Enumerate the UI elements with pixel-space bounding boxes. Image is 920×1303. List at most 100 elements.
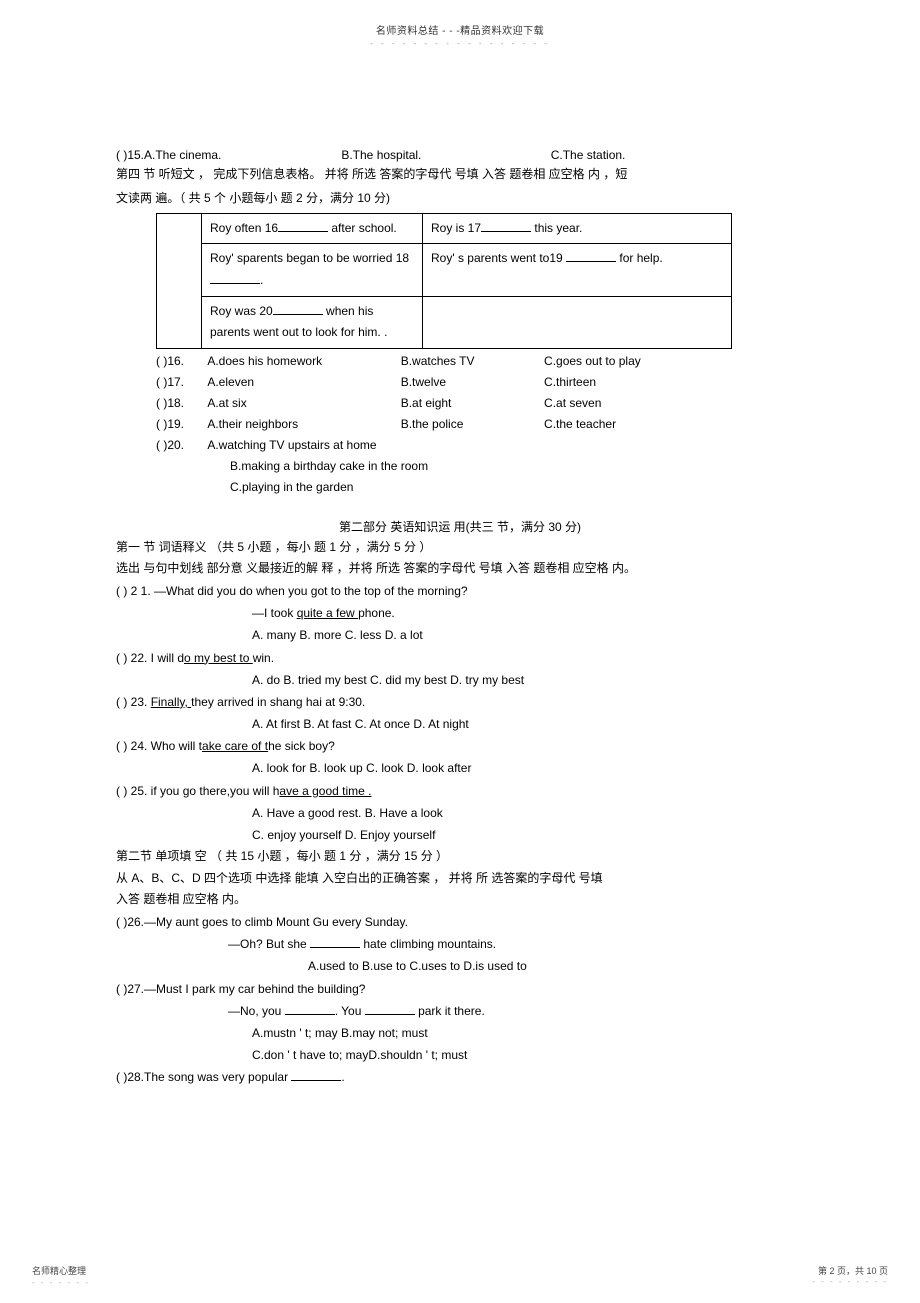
blank-17[interactable]	[481, 220, 531, 232]
text: Roy' sparents began to be worried 18	[210, 251, 409, 265]
table-cell-blank	[157, 213, 202, 348]
q27-opts-b: C.don ' t have to; mayD.shouldn ' t; mus…	[116, 1044, 804, 1066]
blank-19[interactable]	[566, 251, 616, 263]
text: Roy was 20	[210, 304, 273, 318]
footer-left: 名师精心整理	[32, 1266, 86, 1276]
underline: Finally,	[151, 695, 191, 709]
text: park it there.	[415, 1004, 485, 1018]
q18-num: ( )18.	[156, 393, 204, 414]
text: ( ) 22. I will d	[116, 651, 184, 665]
text: ( )28.The song was very popular	[116, 1070, 291, 1084]
text: ( ) 23.	[116, 695, 151, 709]
blank-27a[interactable]	[285, 1003, 335, 1015]
table-row: Roy often 16 after school. Roy is 17 thi…	[157, 213, 732, 244]
q22-line1: ( ) 22. I will do my best to win.	[116, 647, 804, 669]
text: win.	[253, 651, 274, 665]
q19-row: ( )19. A.their neighbors B.the police C.…	[116, 414, 804, 435]
info-table: Roy often 16 after school. Roy is 17 thi…	[156, 213, 732, 349]
text: —I took	[252, 606, 297, 620]
q26-line2: —Oh? But she hate climbing mountains.	[116, 933, 804, 955]
text: Roy is 17	[431, 221, 481, 235]
q23-line1: ( ) 23. Finally, they arrived in shang h…	[116, 691, 804, 713]
blank-27b[interactable]	[365, 1003, 415, 1015]
q18-b: B.at eight	[401, 393, 541, 414]
section2-2-line2: 从 A、B、C、D 四个选项 中选择 能填 入空白出的正确答案 ， 并将 所 选…	[116, 868, 804, 890]
section4-line1: 第四 节 听短文 ， 完成下列信息表格。 并将 所选 答案的字母代 号填 入答 …	[116, 164, 804, 184]
part2-s1-line2: 选出 与句中划线 部分意 义最接近的解 释 ，并将 所选 答案的字母代 号填 入…	[116, 558, 804, 580]
q18-a: A.at six	[207, 393, 397, 414]
text: —No, you	[228, 1004, 285, 1018]
q15-b: B.The hospital.	[341, 148, 547, 162]
q27-opts-a: A.mustn ' t; may B.may not; must	[116, 1022, 804, 1044]
blank-16[interactable]	[278, 220, 328, 232]
header-dots: - - - - - - - - - - - - - - - - -	[116, 39, 804, 48]
page-container: 名师资料总结 - - -精品资料欢迎下载 - - - - - - - - - -…	[0, 0, 920, 1303]
q17-row: ( )17. A.eleven B.twelve C.thirteen	[116, 372, 804, 393]
text: . You	[335, 1004, 365, 1018]
q27-line1: ( )27.—Must I park my car behind the bui…	[116, 978, 804, 1000]
text: hate climbing mountains.	[360, 937, 496, 951]
table-cell-r3c3	[423, 296, 732, 348]
text: they arrived in shang hai at 9:30.	[191, 695, 365, 709]
part2-title: 第二部分 英语知识运 用(共三 节，满分 30 分)	[116, 518, 804, 535]
header-title: 名师资料总结 - - -精品资料欢迎下载	[116, 22, 804, 37]
table-cell-r3c2: Roy was 20 when his parents went out to …	[202, 296, 423, 348]
q21-line2: —I took quite a few phone.	[116, 602, 804, 624]
footer-right-dots: - - - - - - - - -	[812, 1277, 888, 1286]
table-cell-r2c3: Roy' s parents went to19 for help.	[423, 244, 732, 296]
q21-line1: ( ) 2 1. —What did you do when you got t…	[116, 580, 804, 602]
text: .	[260, 273, 263, 287]
text: after school.	[328, 221, 397, 235]
q27-line2: —No, you . You park it there.	[116, 1000, 804, 1022]
underline: o my best to	[184, 651, 253, 665]
part2-s1-line1: 第一 节 词语释义 （共 5 小题 ，每小 题 1 分 ，满分 5 分 ）	[116, 537, 804, 559]
q16-a: A.does his homework	[207, 351, 397, 372]
q19-c: C.the teacher	[544, 414, 694, 435]
q19-a: A.their neighbors	[207, 414, 397, 435]
text: for help.	[616, 251, 663, 265]
q15-a: ( )15.A.The cinema.	[116, 148, 338, 162]
q16-num: ( )16.	[156, 351, 204, 372]
q18-c: C.at seven	[544, 393, 694, 414]
footer: 名师精心整理 第 2 页，共 10 页 - - - - - - - - - - …	[32, 1264, 888, 1287]
q26-opts: A.used to B.use to C.uses to D.is used t…	[116, 955, 804, 977]
text: Roy' s parents went to19	[431, 251, 566, 265]
footer-left-dots: - - - - - - -	[32, 1278, 90, 1287]
underline: quite a few	[297, 606, 358, 620]
q26-line1: ( )26.—My aunt goes to climb Mount Gu ev…	[116, 911, 804, 933]
table-row: Roy' sparents began to be worried 18. Ro…	[157, 244, 732, 296]
q22-opts: A. do B. tried my best C. did my best D.…	[116, 669, 804, 691]
q16-b: B.watches TV	[401, 351, 541, 372]
q20-c: C.playing in the garden	[116, 477, 804, 498]
q24-opts: A. look for B. look up C. look D. look a…	[116, 757, 804, 779]
q17-a: A.eleven	[207, 372, 397, 393]
q23-opts: A. At first B. At fast C. At once D. At …	[116, 713, 804, 735]
text: he sick boy?	[268, 739, 335, 753]
blank-26[interactable]	[310, 936, 360, 948]
q21-opts: A. many B. more C. less D. a lot	[116, 624, 804, 646]
blank-18[interactable]	[210, 272, 260, 284]
q17-c: C.thirteen	[544, 372, 694, 393]
q18-row: ( )18. A.at six B.at eight C.at seven	[116, 393, 804, 414]
q15-row: ( )15.A.The cinema. B.The hospital. C.Th…	[116, 148, 804, 162]
blank-28[interactable]	[291, 1069, 341, 1081]
section2-2-line1: 第二节 单项填 空 （ 共 15 小题 ，每小 题 1 分 ，满分 15 分 ）	[116, 846, 804, 868]
q25-opts-a: A. Have a good rest. B. Have a look	[116, 802, 804, 824]
text: this year.	[531, 221, 582, 235]
section2-2-line3: 入答 题卷相 应空格 内。	[116, 889, 804, 911]
q28-line1: ( )28.The song was very popular .	[116, 1066, 804, 1088]
text: phone.	[358, 606, 395, 620]
blank-20[interactable]	[273, 303, 323, 315]
text: —Oh? But she	[228, 937, 310, 951]
text: .	[341, 1070, 344, 1084]
table-cell-r1c3: Roy is 17 this year.	[423, 213, 732, 244]
q17-b: B.twelve	[401, 372, 541, 393]
q19-b: B.the police	[401, 414, 541, 435]
table-cell-r1c2: Roy often 16 after school.	[202, 213, 423, 244]
q17-num: ( )17.	[156, 372, 204, 393]
q20-row: ( )20. A.watching TV upstairs at home	[116, 435, 804, 456]
table-cell-r2c2: Roy' sparents began to be worried 18.	[202, 244, 423, 296]
q16-c: C.goes out to play	[544, 351, 694, 372]
underline: ave a good time .	[279, 784, 371, 798]
q20-num: ( )20.	[156, 435, 204, 456]
